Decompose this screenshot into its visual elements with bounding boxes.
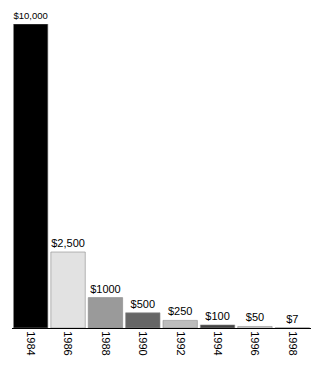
svg-text:1986: 1986 — [62, 331, 74, 355]
svg-text:1990: 1990 — [137, 331, 149, 355]
svg-text:$7: $7 — [286, 313, 298, 325]
svg-text:$250: $250 — [168, 305, 192, 317]
svg-text:1992: 1992 — [175, 331, 187, 355]
svg-text:$100: $100 — [205, 310, 229, 322]
svg-text:1996: 1996 — [249, 331, 261, 355]
svg-text:$10,000: $10,000 — [14, 10, 48, 21]
svg-text:1988: 1988 — [100, 331, 112, 355]
svg-text:1994: 1994 — [212, 331, 224, 355]
svg-text:$50: $50 — [246, 311, 264, 323]
svg-text:1984: 1984 — [25, 331, 37, 355]
svg-text:$1000: $1000 — [90, 283, 121, 295]
svg-text:1998: 1998 — [287, 331, 299, 355]
svg-text:$500: $500 — [131, 298, 155, 310]
svg-text:$2,500: $2,500 — [51, 237, 85, 249]
